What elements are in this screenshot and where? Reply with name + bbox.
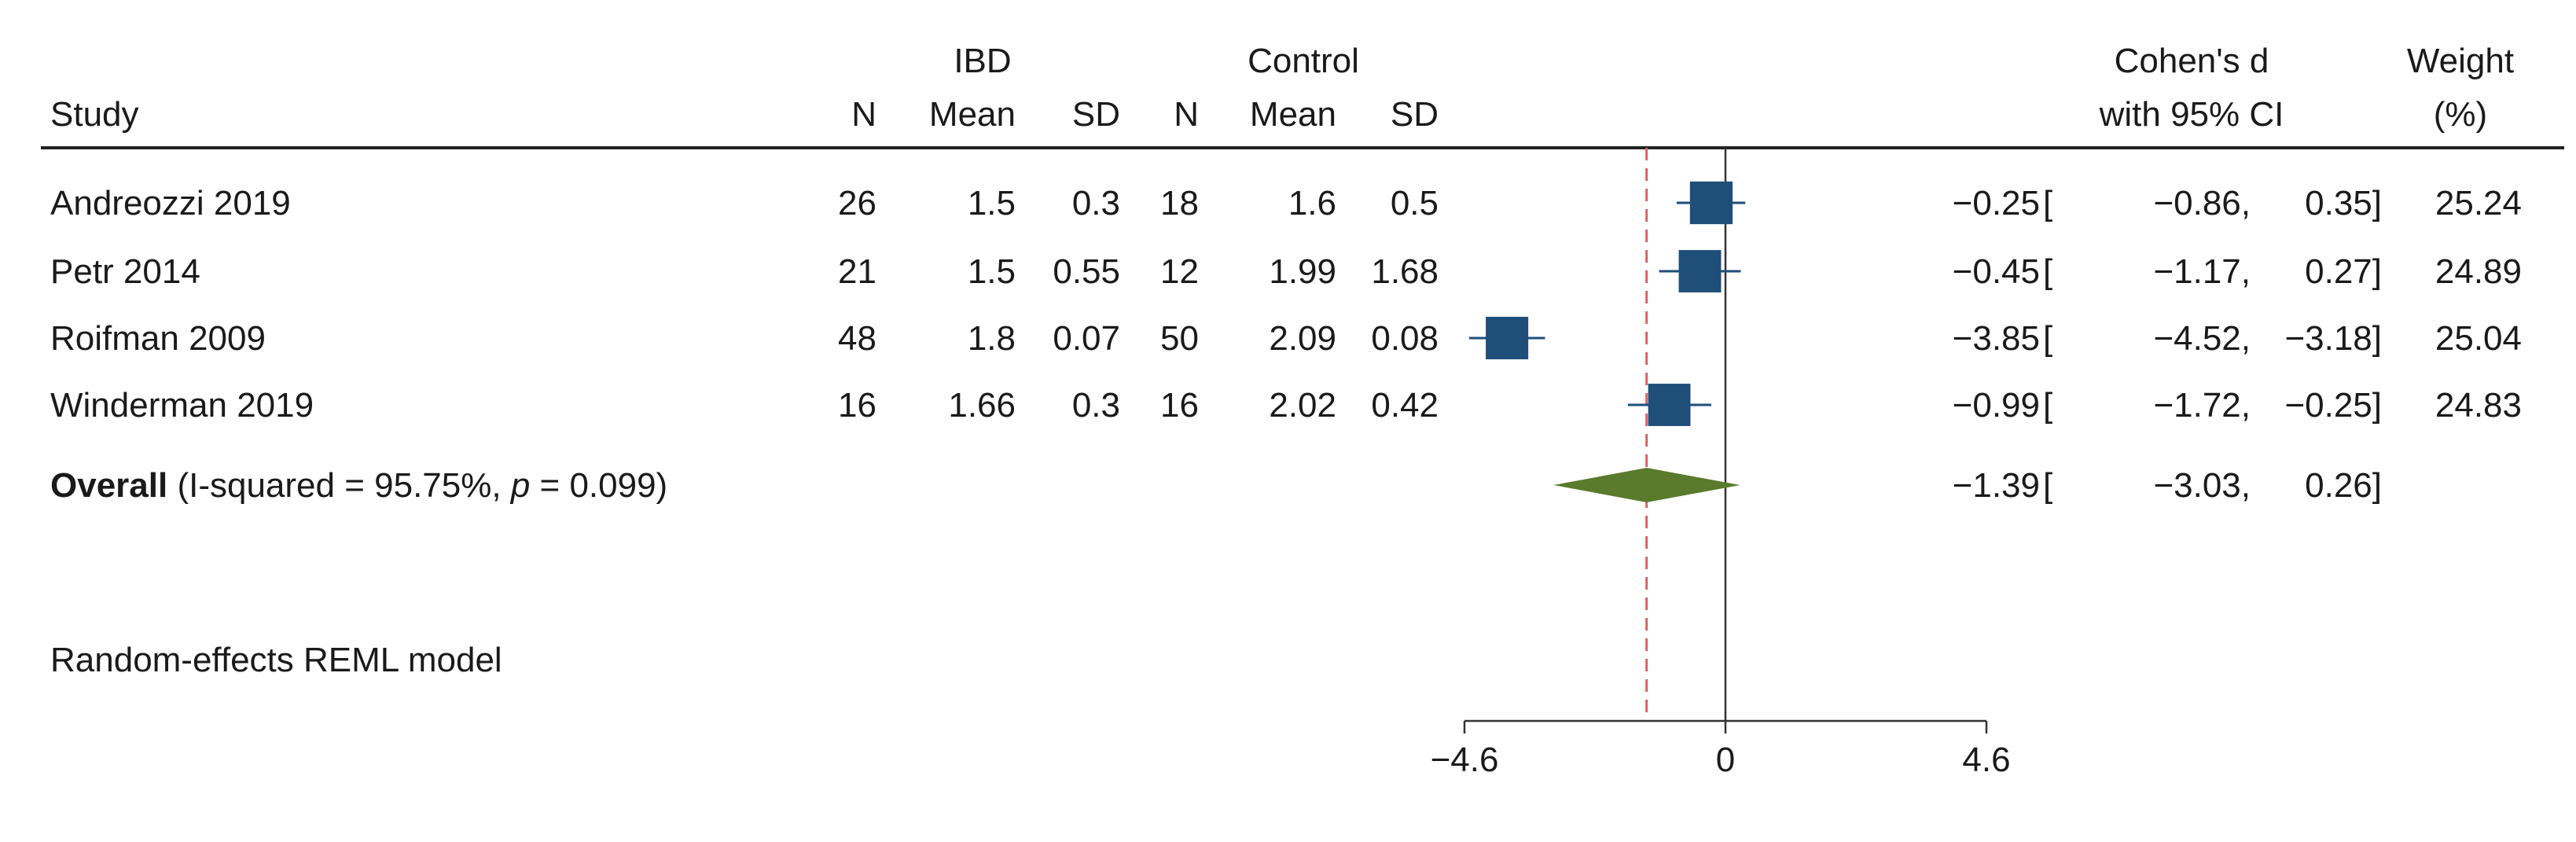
ibd-n: 21: [838, 252, 876, 291]
table-row: Winderman 2019 16 1.66 0.3 16 2.02 0.42 −0.99 −1…: [50, 384, 2522, 426]
overall-d: −1.39: [1953, 466, 2040, 505]
effect-box: [1648, 384, 1691, 426]
ci-lower: −1.72,: [2153, 386, 2251, 425]
ibd-n: 26: [838, 184, 876, 222]
table-row: Petr 2014 21 1.5 0.55 12 1.99 1.68 −0.45 −1.17, 0…: [50, 250, 2522, 292]
control-sd: 0.42: [1371, 386, 1439, 425]
overall-row: Overall (I-squared = 95.75%, p = 0.099) …: [50, 466, 2382, 505]
control-mean: 2.09: [1269, 319, 1336, 358]
weight: 24.83: [2435, 386, 2522, 425]
header-ibd-mean: Mean: [929, 95, 1016, 134]
overall-label-rest1: (I-squared = 95.75%,: [167, 466, 511, 505]
weight: 25.24: [2435, 184, 2522, 222]
header-ibd: IBD: [954, 42, 1011, 80]
ci-upper: 0.35]: [2305, 184, 2382, 222]
ibd-mean: 1.5: [968, 252, 1016, 291]
study-name: Winderman 2019: [50, 386, 314, 425]
control-n: 16: [1160, 386, 1199, 425]
ci-upper: −3.18]: [2284, 319, 2382, 358]
ibd-mean: 1.8: [968, 319, 1016, 358]
overall-label: Overall (I-squared = 95.75%, p = 0.099): [50, 466, 667, 505]
ci-open-bracket: [: [2043, 184, 2052, 222]
overall-label-p: p: [509, 466, 530, 505]
weight: 24.89: [2435, 252, 2522, 291]
ci-lower: −4.52,: [2153, 319, 2251, 358]
header-ibd-sd: SD: [1072, 95, 1120, 134]
x-tick-label: −4.6: [1431, 741, 1499, 779]
ibd-sd: 0.3: [1072, 386, 1120, 425]
ibd-sd: 0.55: [1053, 252, 1120, 291]
control-n: 12: [1160, 252, 1199, 291]
control-sd: 1.68: [1371, 252, 1439, 291]
study-rows: Andreozzi 2019 26 1.5 0.3 18 1.6 0.5 −0.25 −0.86…: [50, 181, 2522, 426]
ibd-mean: 1.5: [968, 184, 1016, 222]
overall-lo: −3.03,: [2153, 466, 2251, 505]
effect-size: −0.99: [1953, 386, 2040, 425]
overall-label-bold: Overall: [50, 466, 167, 505]
ci-open-bracket: [: [2043, 386, 2052, 425]
x-tick-label: 0: [1716, 741, 1735, 779]
model-note: Random-effects REML model: [50, 641, 502, 679]
table-header: IBD Control Cohen's d Weight Study N Mea…: [50, 42, 2514, 134]
ibd-sd: 0.07: [1053, 319, 1120, 358]
control-n: 50: [1160, 319, 1199, 358]
ci-upper: 0.27]: [2305, 252, 2382, 291]
control-sd: 0.5: [1391, 184, 1439, 222]
header-weight-line2: (%): [2434, 95, 2487, 134]
ci-open-bracket: [: [2043, 252, 2052, 291]
header-control-mean: Mean: [1250, 95, 1336, 134]
overall-label-rest2: = 0.099): [530, 466, 667, 505]
header-control: Control: [1248, 42, 1359, 80]
effect-size: −0.45: [1953, 252, 2040, 291]
table-row: Roifman 2009 48 1.8 0.07 50 2.09 0.08 −3.85 −4.5…: [50, 316, 2522, 360]
header-ibd-n: N: [851, 95, 876, 134]
header-weight-line1: Weight: [2407, 42, 2514, 80]
header-effect-line2: with 95% CI: [2099, 95, 2284, 134]
ibd-sd: 0.3: [1072, 184, 1120, 222]
effect-size: −3.85: [1953, 319, 2040, 358]
control-sd: 0.08: [1371, 319, 1439, 358]
control-n: 18: [1160, 184, 1199, 222]
overall-bracket: [: [2043, 466, 2052, 505]
overall-diamond: [1553, 468, 1740, 502]
header-effect-line1: Cohen's d: [2115, 42, 2269, 80]
study-name: Petr 2014: [50, 252, 200, 291]
ci-open-bracket: [: [2043, 319, 2052, 358]
header-control-n: N: [1174, 95, 1199, 134]
overall-hi: 0.26]: [2305, 466, 2382, 505]
effect-box: [1486, 316, 1529, 360]
ibd-mean: 1.66: [948, 386, 1016, 425]
ibd-n: 16: [838, 386, 876, 425]
ci-lower: −1.17,: [2153, 252, 2251, 291]
control-mean: 1.6: [1288, 184, 1336, 222]
ibd-n: 48: [838, 319, 876, 358]
control-mean: 2.02: [1269, 386, 1336, 425]
ci-lower: −0.86,: [2153, 184, 2251, 222]
effect-box: [1689, 181, 1733, 225]
ci-upper: −0.25]: [2284, 386, 2382, 425]
header-control-sd: SD: [1391, 95, 1439, 134]
study-name: Roifman 2009: [50, 319, 266, 358]
x-tick-label: 4.6: [1962, 741, 2010, 779]
table-row: Andreozzi 2019 26 1.5 0.3 18 1.6 0.5 −0.25 −0.86…: [50, 181, 2522, 225]
effect-box: [1678, 250, 1722, 292]
weight: 25.04: [2435, 319, 2522, 358]
x-axis: −4.6 0 4.6: [1431, 719, 2011, 779]
study-name: Andreozzi 2019: [50, 184, 291, 222]
effect-size: −0.25: [1953, 184, 2040, 222]
header-study: Study: [50, 95, 139, 134]
control-mean: 1.99: [1269, 252, 1336, 291]
